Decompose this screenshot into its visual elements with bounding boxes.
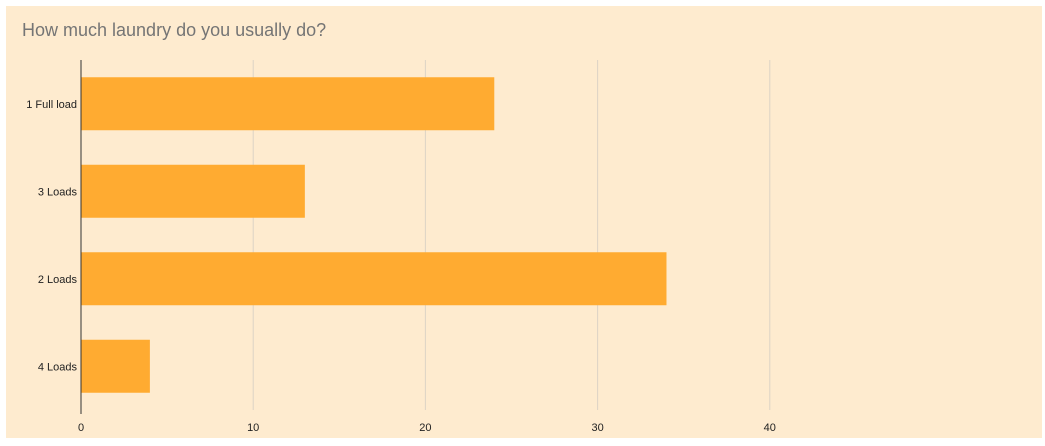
category-label: 2 Loads [38, 274, 78, 286]
labels: 0 10 20 30 40 1 Full load 3 Loads 2 Loads 4 Load… [26, 99, 776, 434]
category-label: 4 Loads [38, 361, 78, 373]
bar-1-full-load [81, 77, 495, 131]
bar-3-loads [81, 164, 305, 218]
x-tick-label: 10 [247, 422, 259, 434]
x-tick-label: 40 [764, 422, 776, 434]
bar-4-loads [81, 339, 150, 393]
category-label: 1 Full load [26, 99, 77, 111]
bar-2-loads [81, 252, 667, 306]
bars [81, 77, 667, 393]
category-label: 3 Loads [38, 186, 78, 198]
x-tick-label: 30 [591, 422, 603, 434]
x-tick-label: 0 [78, 422, 84, 434]
x-tick-label: 20 [419, 422, 431, 434]
chart-title: How much laundry do you usually do? [22, 20, 327, 40]
